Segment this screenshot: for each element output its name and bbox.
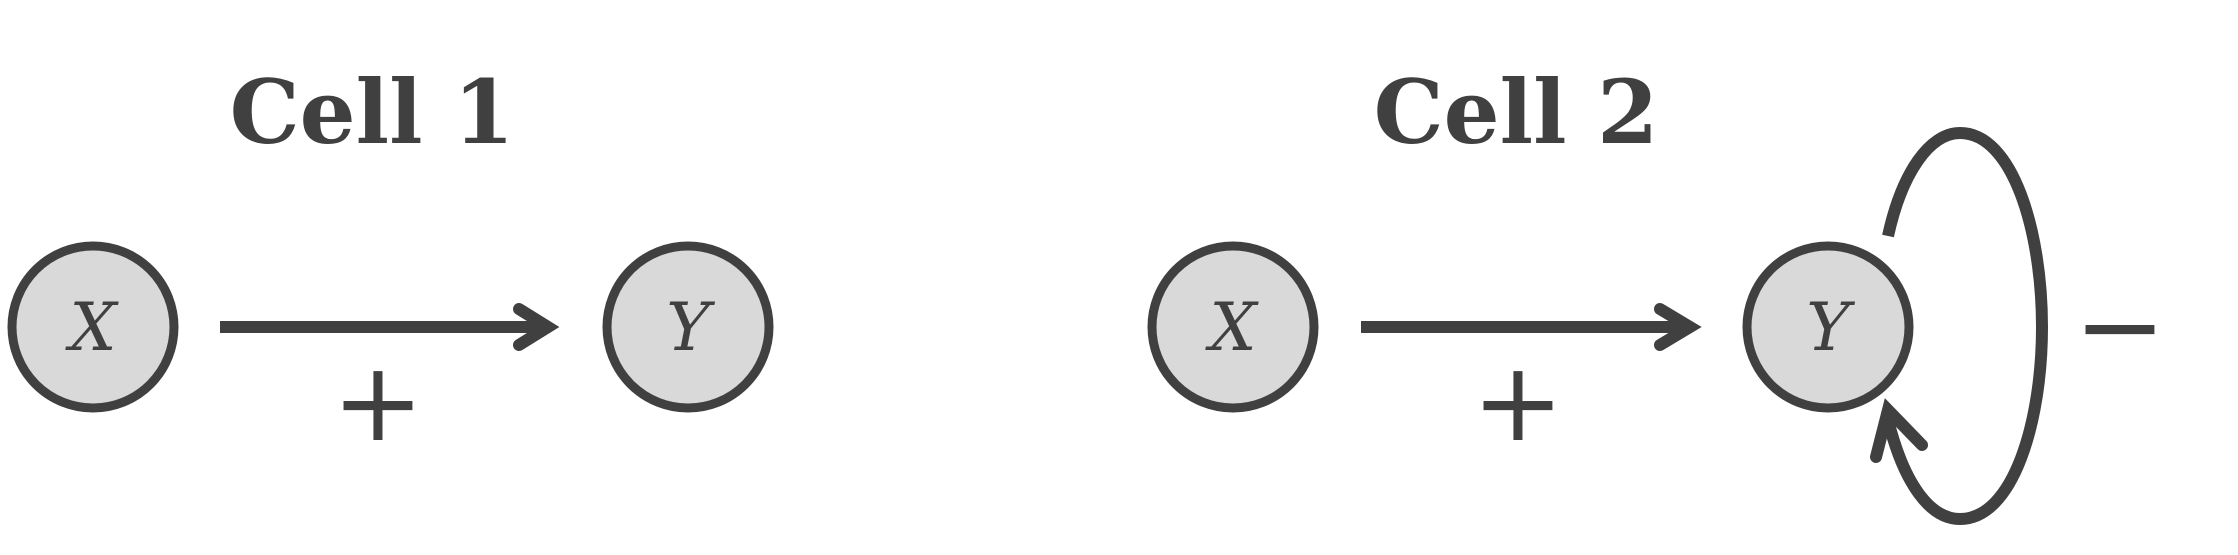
cell-2-node-y-label: Y	[1806, 289, 1855, 366]
cell-2: Cell 2 X Y + −	[1147, 60, 2166, 526]
cell-2-edge-x-to-y: +	[1361, 303, 1702, 466]
cell-2-node-x-label: X	[1205, 289, 1260, 366]
cell-1-node-x-circle	[7, 241, 179, 413]
cell-2-self-loop-y: −	[1870, 126, 2166, 526]
cell-2-node-x: X	[1147, 241, 1319, 413]
cell-2-self-loop-arrowhead	[1870, 398, 1928, 463]
cell-1-node-x-label: X	[65, 289, 120, 366]
cell-1-node-x: X	[7, 241, 179, 413]
cell-1-edge-arrowhead	[513, 303, 560, 351]
cell-2-title: Cell 2	[1374, 60, 1659, 164]
cell-1-node-y-circle	[602, 241, 774, 413]
cell-2-edge-arrowhead	[1654, 303, 1702, 351]
cell-1-node-y-label: Y	[666, 289, 715, 366]
cell-1-title: Cell 1	[230, 60, 515, 164]
cell-2-node-x-circle	[1147, 241, 1319, 413]
cell-1: Cell 1 X Y +	[7, 60, 774, 466]
cell-2-edge-sign: +	[1472, 338, 1564, 466]
cell-1-edge-x-to-y: +	[220, 303, 560, 466]
cell-2-node-y-circle	[1742, 241, 1914, 413]
cell-1-edge-sign: +	[332, 338, 424, 466]
cell-2-self-loop-sign: −	[2074, 262, 2166, 390]
cell-2-node-y: Y	[1742, 241, 1914, 413]
cell-1-node-y: Y	[602, 241, 774, 413]
cell-2-self-loop-path	[1882, 126, 2049, 526]
